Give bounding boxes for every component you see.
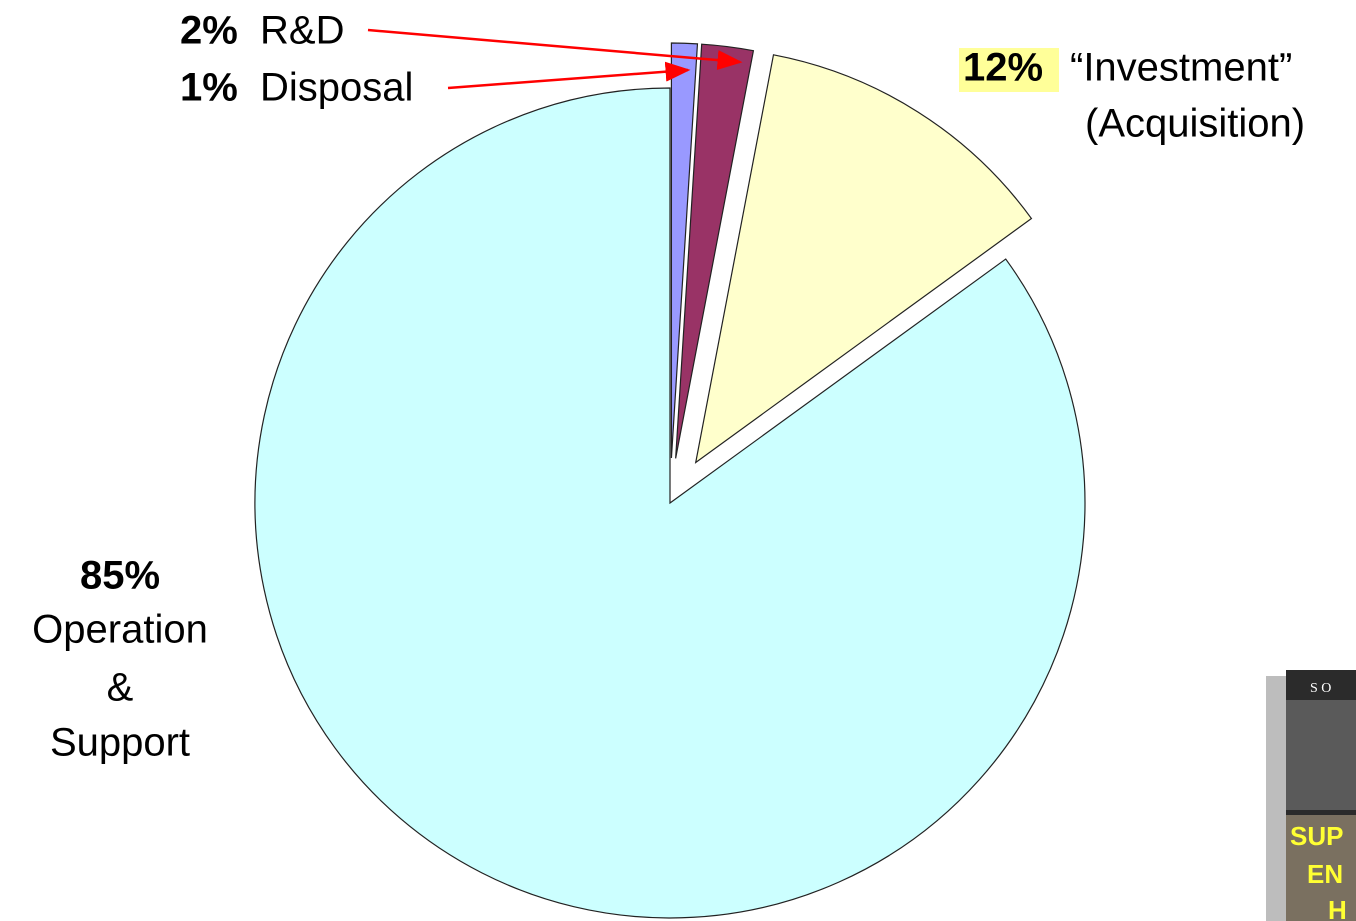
chart: S O SUP EN H 1% Disposal 2% R&D 12% “Investme…	[0, 0, 1356, 921]
category-label: Operation	[32, 608, 208, 652]
category-label: (Acquisition)	[1085, 102, 1305, 146]
category-label: &	[107, 666, 134, 710]
category-label: Disposal	[260, 66, 413, 110]
value-label: 2%	[180, 9, 238, 53]
value-label: 12%	[963, 46, 1043, 90]
book-cover: S O SUP EN H	[1266, 670, 1356, 921]
cover-text: H	[1328, 895, 1347, 921]
category-label: Support	[50, 721, 190, 765]
value-label: 1%	[180, 66, 238, 110]
category-label: R&D	[260, 9, 344, 53]
leader-arrow	[448, 70, 688, 88]
value-label: 85%	[80, 554, 160, 598]
cover-text: EN	[1307, 859, 1343, 889]
cover-text: S O	[1310, 681, 1331, 696]
cover-art	[1286, 700, 1356, 810]
cover-text: SUP	[1290, 821, 1343, 851]
pie	[255, 43, 1085, 918]
category-label: “Investment”	[1070, 46, 1292, 90]
